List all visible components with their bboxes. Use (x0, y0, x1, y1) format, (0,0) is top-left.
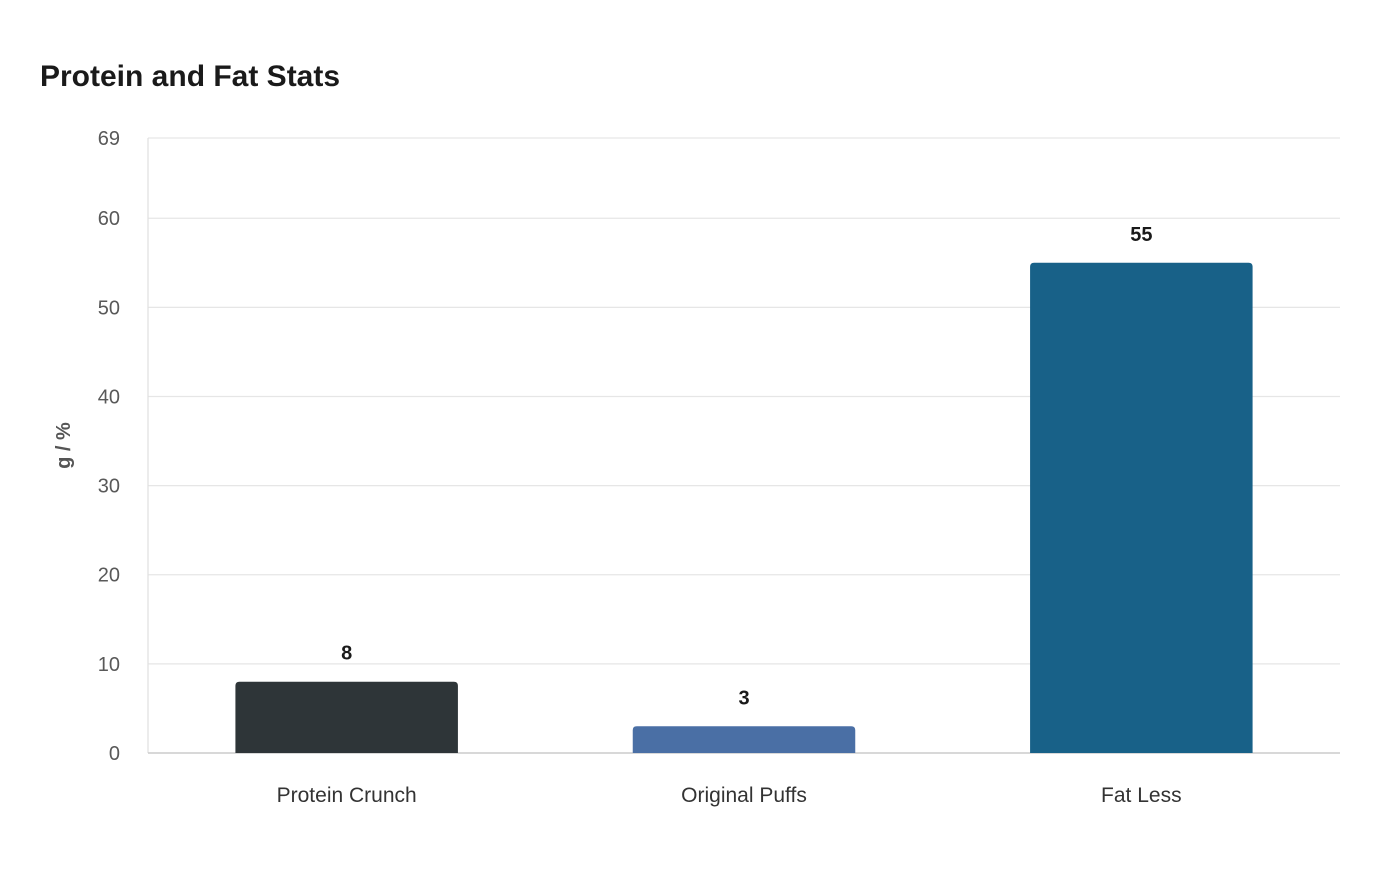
gridlines (148, 137, 1340, 665)
bar (632, 726, 856, 753)
bars (235, 262, 1253, 753)
y-tick-label: 50 (98, 297, 120, 319)
value-labels: 8 3 55 (341, 224, 1152, 709)
category-labels: Protein Crunch Original Puffs Fat Less (277, 784, 1182, 807)
y-axis-title: g / % (53, 422, 75, 469)
y-tick-label: 10 (98, 654, 120, 676)
y-tick-label: 0 (109, 743, 120, 765)
bar (235, 681, 458, 753)
bar-value-label: 8 (341, 643, 352, 665)
bar-value-label: 3 (738, 687, 749, 709)
x-category-label: Original Puffs (681, 784, 807, 807)
y-tick-label: 20 (98, 565, 120, 587)
y-tick-labels: 0 10 20 30 40 50 60 69 (98, 128, 120, 765)
y-tick-label: 60 (98, 208, 120, 230)
x-category-label: Fat Less (1101, 784, 1182, 807)
y-tick-label: 40 (98, 386, 120, 408)
y-tick-label: 30 (98, 476, 120, 498)
bar (1030, 262, 1253, 753)
chart-title: Protein and Fat Stats (40, 60, 341, 93)
x-category-label: Protein Crunch (277, 784, 417, 807)
bar-value-label: 55 (1130, 224, 1152, 246)
y-tick-label: 69 (98, 128, 120, 150)
